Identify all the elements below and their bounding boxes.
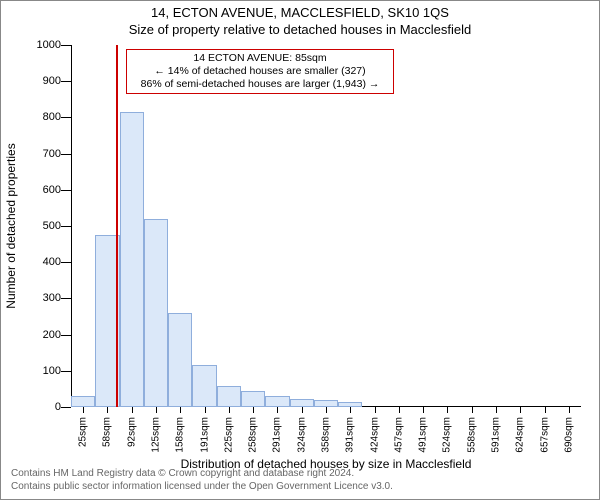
chart-container: 14, ECTON AVENUE, MACCLESFIELD, SK10 1QS… — [0, 0, 600, 500]
y-tick — [61, 335, 71, 336]
y-tick-label: 800 — [21, 111, 61, 123]
y-tick-label: 900 — [21, 75, 61, 87]
y-tick — [61, 190, 71, 191]
x-tick — [375, 407, 376, 413]
y-tick-label: 1000 — [21, 39, 61, 51]
x-tick — [447, 407, 448, 413]
x-tick-label: 125sqm — [151, 417, 162, 453]
x-tick — [83, 407, 84, 413]
x-tick-label: 457sqm — [393, 417, 404, 453]
y-tick — [61, 226, 71, 227]
y-tick-label: 200 — [21, 329, 61, 341]
x-tick-label: 624sqm — [515, 417, 526, 453]
x-tick-label: 657sqm — [539, 417, 550, 453]
y-tick — [61, 45, 71, 46]
x-tick — [520, 407, 521, 413]
histogram-bar — [265, 396, 289, 407]
y-tick-label: 0 — [21, 401, 61, 413]
x-tick — [156, 407, 157, 413]
y-tick — [61, 371, 71, 372]
histogram-bar — [71, 396, 95, 407]
y-tick — [61, 262, 71, 263]
x-tick — [253, 407, 254, 413]
x-tick-label: 25sqm — [78, 417, 89, 447]
x-tick-label: 524sqm — [442, 417, 453, 453]
x-tick — [545, 407, 546, 413]
x-tick — [107, 407, 108, 413]
y-tick — [61, 407, 71, 408]
y-tick — [61, 154, 71, 155]
y-tick — [61, 298, 71, 299]
x-tick — [229, 407, 230, 413]
x-tick — [399, 407, 400, 413]
x-tick-label: 358sqm — [321, 417, 332, 453]
x-tick-label: 324sqm — [296, 417, 307, 453]
x-tick-label: 291sqm — [272, 417, 283, 453]
x-tick-label: 258sqm — [248, 417, 259, 453]
x-tick-label: 225sqm — [223, 417, 234, 453]
histogram-bar — [241, 391, 265, 407]
x-tick — [302, 407, 303, 413]
chart-subtitle: Size of property relative to detached ho… — [1, 22, 599, 37]
x-tick — [326, 407, 327, 413]
x-tick — [472, 407, 473, 413]
x-tick — [350, 407, 351, 413]
footer-line-2: Contains public sector information licen… — [11, 481, 393, 494]
footer-attribution: Contains HM Land Registry data © Crown c… — [11, 468, 393, 493]
y-axis-label: Number of detached properties — [4, 143, 18, 308]
annotation-line: 86% of semi-detached houses are larger (… — [133, 78, 387, 91]
x-tick — [496, 407, 497, 413]
x-tick — [569, 407, 570, 413]
x-tick-label: 191sqm — [199, 417, 210, 453]
x-tick-label: 424sqm — [369, 417, 380, 453]
x-tick — [132, 407, 133, 413]
plot-area: Number of detached properties 0100200300… — [71, 45, 581, 407]
y-tick — [61, 117, 71, 118]
x-tick — [277, 407, 278, 413]
histogram-bar — [290, 399, 314, 407]
y-tick-label: 300 — [21, 292, 61, 304]
x-tick — [205, 407, 206, 413]
x-tick-label: 591sqm — [491, 417, 502, 453]
y-tick-label: 700 — [21, 148, 61, 160]
x-tick-label: 58sqm — [102, 417, 113, 447]
annotation-box: 14 ECTON AVENUE: 85sqm← 14% of detached … — [126, 49, 394, 94]
x-tick-label: 491sqm — [418, 417, 429, 453]
y-tick — [61, 81, 71, 82]
y-axis-line — [71, 45, 72, 407]
histogram-bar — [192, 365, 216, 407]
histogram-bar — [144, 219, 168, 407]
annotation-line: 14 ECTON AVENUE: 85sqm — [133, 52, 387, 65]
subject-property-marker — [116, 45, 118, 407]
x-tick-label: 92sqm — [126, 417, 137, 447]
y-tick-label: 400 — [21, 256, 61, 268]
histogram-bar — [120, 112, 144, 407]
x-tick — [180, 407, 181, 413]
x-tick-label: 690sqm — [563, 417, 574, 453]
x-tick-label: 391sqm — [345, 417, 356, 453]
x-tick-label: 558sqm — [466, 417, 477, 453]
y-tick-label: 500 — [21, 220, 61, 232]
x-tick — [423, 407, 424, 413]
annotation-line: ← 14% of detached houses are smaller (32… — [133, 65, 387, 78]
footer-line-1: Contains HM Land Registry data © Crown c… — [11, 468, 393, 481]
page-title: 14, ECTON AVENUE, MACCLESFIELD, SK10 1QS — [1, 5, 599, 20]
x-tick-label: 158sqm — [175, 417, 186, 453]
y-tick-label: 100 — [21, 365, 61, 377]
histogram-bar — [217, 386, 241, 407]
y-tick-label: 600 — [21, 184, 61, 196]
histogram-bar — [168, 313, 192, 407]
